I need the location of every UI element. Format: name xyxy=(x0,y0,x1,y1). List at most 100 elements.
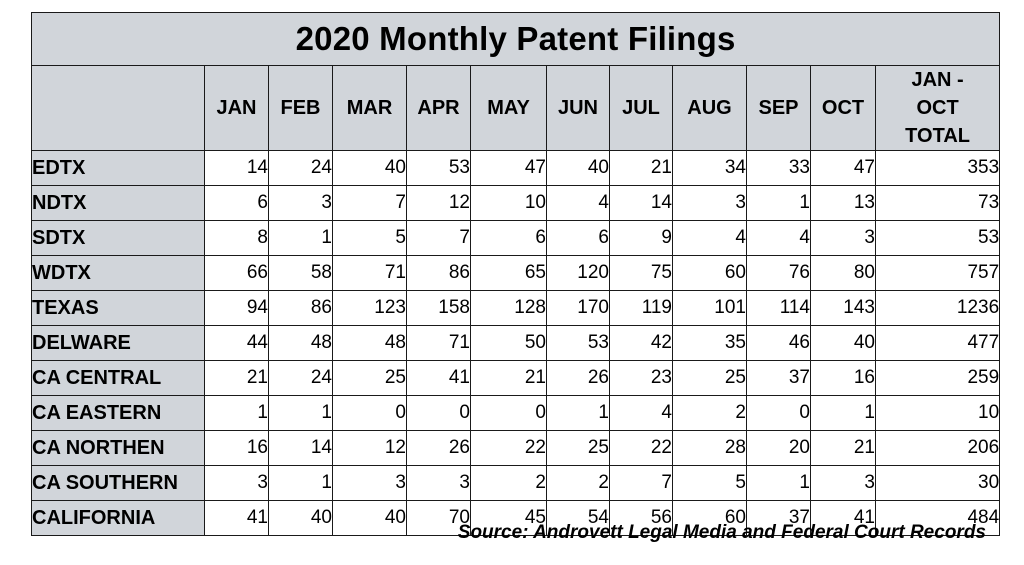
row-label: CA EASTERN xyxy=(31,395,205,431)
value-cell: 1 xyxy=(268,220,333,256)
total-cell: 10 xyxy=(874,395,1001,431)
value-cell: 53 xyxy=(546,325,610,361)
value-cell: 2 xyxy=(672,395,747,431)
value-cell: 5 xyxy=(672,465,747,501)
column-header: FEB xyxy=(268,65,333,151)
value-cell: 21 xyxy=(810,430,876,466)
value-cell: 25 xyxy=(546,430,610,466)
value-cell: 143 xyxy=(810,290,876,326)
value-cell: 50 xyxy=(470,325,547,361)
row-label: CA NORTHEN xyxy=(31,430,205,466)
total-cell: 484 xyxy=(874,500,1001,536)
column-header-row: JAN FEB MAR APR MAY JUN JUL AUG SEP OCT JAN - OCT … xyxy=(31,65,1001,151)
value-cell: 1 xyxy=(810,395,876,431)
table-row: CA NORTHEN 16 14 12 26 22 25 22 28 20 21 206 xyxy=(31,430,1001,466)
table-row: TEXAS 94 86 123 158 128 170 119 101 114 143 1236 xyxy=(31,290,1001,326)
value-cell: 40 xyxy=(268,500,333,536)
value-cell: 20 xyxy=(746,430,811,466)
value-cell: 21 xyxy=(204,360,269,396)
value-cell: 1 xyxy=(546,395,610,431)
value-cell: 40 xyxy=(332,150,407,186)
column-header: JUN xyxy=(546,65,610,151)
value-cell: 47 xyxy=(470,150,547,186)
row-label: SDTX xyxy=(31,220,205,256)
value-cell: 56 xyxy=(609,500,673,536)
row-label: CALIFORNIA xyxy=(31,500,205,536)
value-cell: 3 xyxy=(204,465,269,501)
source-note: Source: Androvett Legal Media and Federa… xyxy=(457,522,986,543)
patent-filings-table: 2020 Monthly Patent Filings JAN FEB MAR APR… xyxy=(30,12,1001,536)
value-cell: 14 xyxy=(609,185,673,221)
value-cell: 71 xyxy=(406,325,471,361)
value-cell: 170 xyxy=(546,290,610,326)
value-cell: 26 xyxy=(406,430,471,466)
value-cell: 41 xyxy=(204,500,269,536)
value-cell: 45 xyxy=(470,500,547,536)
value-cell: 3 xyxy=(332,465,407,501)
value-cell: 6 xyxy=(546,220,610,256)
value-cell: 14 xyxy=(204,150,269,186)
value-cell: 120 xyxy=(546,255,610,291)
value-cell: 47 xyxy=(810,150,876,186)
table-row: SDTX 8 1 5 7 6 6 9 4 4 3 53 xyxy=(31,220,1001,256)
value-cell: 22 xyxy=(609,430,673,466)
value-cell: 86 xyxy=(406,255,471,291)
value-cell: 1 xyxy=(268,395,333,431)
value-cell: 28 xyxy=(672,430,747,466)
column-header: JAN - OCT TOTAL xyxy=(874,65,1001,151)
value-cell: 41 xyxy=(810,500,876,536)
value-cell: 4 xyxy=(609,395,673,431)
value-cell: 1 xyxy=(268,465,333,501)
value-cell: 6 xyxy=(204,185,269,221)
value-cell: 16 xyxy=(810,360,876,396)
column-header: AUG xyxy=(672,65,747,151)
value-cell: 114 xyxy=(746,290,811,326)
value-cell: 48 xyxy=(268,325,333,361)
value-cell: 128 xyxy=(470,290,547,326)
value-cell: 4 xyxy=(546,185,610,221)
value-cell: 10 xyxy=(470,185,547,221)
value-cell: 8 xyxy=(204,220,269,256)
value-cell: 35 xyxy=(672,325,747,361)
value-cell: 1 xyxy=(746,185,811,221)
total-cell: 259 xyxy=(874,360,1001,396)
column-header: MAR xyxy=(332,65,407,151)
value-cell: 158 xyxy=(406,290,471,326)
value-cell: 3 xyxy=(672,185,747,221)
value-cell: 41 xyxy=(406,360,471,396)
row-label: DELWARE xyxy=(31,325,205,361)
value-cell: 5 xyxy=(332,220,407,256)
value-cell: 2 xyxy=(470,465,547,501)
value-cell: 0 xyxy=(332,395,407,431)
value-cell: 3 xyxy=(268,185,333,221)
value-cell: 75 xyxy=(609,255,673,291)
value-cell: 6 xyxy=(470,220,547,256)
table-body: EDTX 14 24 40 53 47 40 21 34 33 47 353 NDTX 6 3 7 12 10 4 1… xyxy=(31,150,1001,536)
value-cell: 53 xyxy=(406,150,471,186)
row-label: WDTX xyxy=(31,255,205,291)
value-cell: 13 xyxy=(810,185,876,221)
table-row: NDTX 6 3 7 12 10 4 14 3 1 13 73 xyxy=(31,185,1001,221)
value-cell: 60 xyxy=(672,500,747,536)
table-row: DELWARE 44 48 48 71 50 53 42 35 46 40 477 xyxy=(31,325,1001,361)
value-cell: 40 xyxy=(810,325,876,361)
value-cell: 70 xyxy=(406,500,471,536)
row-label: CA CENTRAL xyxy=(31,360,205,396)
column-header: MAY xyxy=(470,65,547,151)
row-label: NDTX xyxy=(31,185,205,221)
value-cell: 25 xyxy=(332,360,407,396)
table-row: EDTX 14 24 40 53 47 40 21 34 33 47 353 xyxy=(31,150,1001,186)
value-cell: 46 xyxy=(746,325,811,361)
value-cell: 58 xyxy=(268,255,333,291)
value-cell: 44 xyxy=(204,325,269,361)
total-cell: 206 xyxy=(874,430,1001,466)
value-cell: 33 xyxy=(746,150,811,186)
value-cell: 86 xyxy=(268,290,333,326)
value-cell: 60 xyxy=(672,255,747,291)
value-cell: 34 xyxy=(672,150,747,186)
value-cell: 71 xyxy=(332,255,407,291)
value-cell: 65 xyxy=(470,255,547,291)
value-cell: 26 xyxy=(546,360,610,396)
value-cell: 7 xyxy=(332,185,407,221)
value-cell: 9 xyxy=(609,220,673,256)
